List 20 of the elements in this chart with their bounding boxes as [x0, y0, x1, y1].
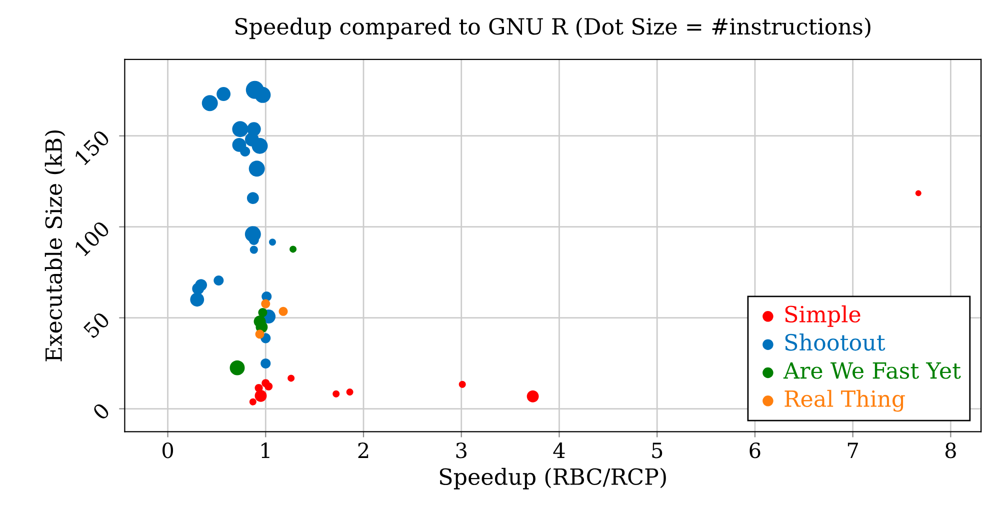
legend-label: Are We Fast Yet	[783, 362, 961, 379]
x-tick-label: 8	[945, 442, 956, 458]
x-tick-label: 7	[848, 442, 858, 458]
x-tick-label: 5	[652, 442, 662, 458]
legend-label: Real Thing	[784, 390, 905, 412]
y-tick-label: 100	[74, 220, 110, 257]
legend-label: Shootout	[785, 334, 886, 351]
x-tick-label: 3	[456, 442, 466, 458]
y-tick-label: 0	[92, 402, 110, 421]
x-tick-label: 6	[750, 442, 760, 458]
chart-title: Speedup compared to GNU R (Dot Size = #instructions)	[235, 18, 870, 40]
y-tick-label: 50	[82, 311, 110, 339]
x-tick-label: 1	[262, 442, 270, 458]
x-tick-label: 2	[358, 442, 368, 458]
x-tick-label: 0	[162, 442, 174, 458]
x-tick-label: 4	[553, 442, 565, 458]
y-axis-title: Executable Size (kB)	[44, 130, 66, 362]
legend-label: Simple	[785, 305, 860, 327]
x-axis-title: Speedup (RBC/RCP)	[440, 468, 666, 490]
y-tick-label: 150	[74, 129, 110, 166]
